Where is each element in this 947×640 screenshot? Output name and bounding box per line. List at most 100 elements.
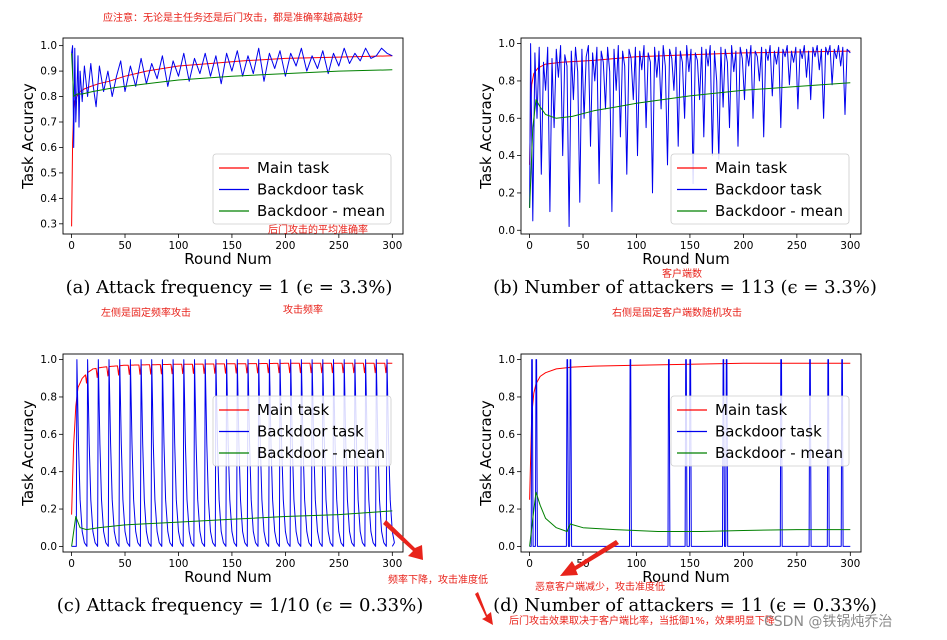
x-tick-label: 200 xyxy=(275,558,295,570)
series-group-a xyxy=(71,45,393,227)
watermark: CSDN @铁锅炖乔治 xyxy=(764,614,892,630)
y-tick-label: 0.4 xyxy=(40,466,57,478)
x-tick-label: 300 xyxy=(382,558,402,570)
x-tick-label: 200 xyxy=(733,240,753,252)
note-left-fixed-frequency: 左侧是固定频率攻击 xyxy=(101,306,191,319)
y-tick-label: 1.0 xyxy=(40,354,57,366)
legend-label: Backdoor - mean xyxy=(715,444,843,462)
series-backdoor-mean-line xyxy=(71,53,393,97)
x-tick-label: 150 xyxy=(680,558,700,570)
y-tick-label: 0.3 xyxy=(40,218,57,230)
legend-label: Main task xyxy=(257,159,329,177)
y-axis-label: Task Accuracy xyxy=(477,400,495,507)
note-bottom: 后门攻击效果取决于客户端比率，当抵御1%，效果明显下降 xyxy=(509,614,775,627)
panel-b: 0 50 100 150 200 250 300 0.0 0.2 0.4 0.6 0.8 1.0 Roun… xyxy=(477,37,862,268)
y-tick-label: 0.8 xyxy=(498,391,515,403)
x-tick-label: 100 xyxy=(168,558,188,570)
legend-b: Main task Backdoor task Backdoor - mean xyxy=(670,153,850,225)
legend-d: Main task Backdoor task Backdoor - mean xyxy=(670,395,850,467)
y-tick-label: 1.0 xyxy=(40,40,57,52)
y-tick-label: 0.0 xyxy=(498,541,515,553)
y-axis-label: Task Accuracy xyxy=(477,83,495,190)
x-tick-label: 0 xyxy=(68,240,75,252)
series-backdoor-mean-line xyxy=(71,510,393,547)
panel-c: 0 50 100 150 200 250 300 0.0 0.2 0.4 0.6 0.8 1.0 Roun… xyxy=(19,353,404,586)
x-tick-label: 50 xyxy=(118,240,131,252)
y-tick-label: 0.8 xyxy=(498,75,515,87)
x-axis-label: Round Num xyxy=(642,568,730,586)
note-frequency-drop: 频率下降，攻击准度低 xyxy=(388,573,488,586)
x-tick-label: 250 xyxy=(329,558,349,570)
note-top: 应注意：无论是主任务还是后门攻击，都是准确率越高越好 xyxy=(103,11,363,24)
legend-label: Backdoor - mean xyxy=(257,444,385,462)
note-right-fixed-clients: 右侧是固定客户端数随机攻击 xyxy=(612,306,742,319)
x-tick-label: 100 xyxy=(168,240,188,252)
caption-a: (a) Attack frequency = 1 (ϵ = 3.3%) xyxy=(66,277,393,298)
caption-c: (c) Attack frequency = 1/10 (ϵ = 0.33%) xyxy=(57,595,423,616)
legend-label: Backdoor task xyxy=(257,181,364,199)
x-tick-label: 150 xyxy=(222,240,242,252)
legend-a: Main task Backdoor task Backdoor - mean xyxy=(212,153,392,225)
x-axis-label: Round Num xyxy=(184,250,272,268)
note-backdoor-mean: 后门攻击的平均准确率 xyxy=(268,223,368,236)
y-tick-label: 0.8 xyxy=(40,391,57,403)
legend-label: Backdoor task xyxy=(257,423,364,441)
y-tick-label: 0.0 xyxy=(498,225,515,237)
x-axis-label: Round Num xyxy=(184,568,272,586)
x-tick-label: 200 xyxy=(275,240,295,252)
x-tick-label: 50 xyxy=(118,558,131,570)
y-tick-label: 0.7 xyxy=(40,117,57,129)
series-backdoor-task-line xyxy=(529,43,851,227)
x-tick-label: 0 xyxy=(526,558,533,570)
series-main-task-line xyxy=(71,362,393,515)
y-tick-label: 0.4 xyxy=(498,150,515,162)
y-tick-label: 0.6 xyxy=(40,142,57,154)
x-tick-label: 300 xyxy=(840,240,860,252)
legend-box xyxy=(670,153,850,225)
series-group-c xyxy=(71,359,395,547)
series-group-b xyxy=(529,43,851,227)
legend-label: Backdoor - mean xyxy=(715,202,843,220)
x-tick-label: 100 xyxy=(626,240,646,252)
y-tick-label: 1.0 xyxy=(498,38,515,50)
y-tick-label: 0.5 xyxy=(40,167,57,179)
panel-a: 0 50 100 150 200 250 300 0.3 0.4 0.5 0.6 0.7 0.8 0.9 1… xyxy=(19,37,404,268)
legend-label: Main task xyxy=(715,401,787,419)
x-tick-label: 200 xyxy=(733,558,753,570)
x-tick-label: 150 xyxy=(222,558,242,570)
y-axis-label: Task Accuracy xyxy=(19,83,37,190)
x-tick-label: 0 xyxy=(68,558,75,570)
legend-label: Main task xyxy=(715,159,787,177)
y-tick-label: 0.6 xyxy=(498,429,515,441)
legend-label: Backdoor - mean xyxy=(257,202,385,220)
series-backdoor-task-line xyxy=(71,45,393,148)
y-tick-label: 0.2 xyxy=(498,187,515,199)
y-tick-label: 0.2 xyxy=(40,504,57,516)
series-main-task-line xyxy=(529,50,851,165)
note-clients-drop: 恶意客户端减少，攻击准度低 xyxy=(535,580,665,593)
y-axis-label: Task Accuracy xyxy=(19,400,37,507)
x-tick-label: 250 xyxy=(329,240,349,252)
x-tick-label: 100 xyxy=(626,558,646,570)
x-tick-label: 0 xyxy=(526,240,533,252)
x-tick-label: 250 xyxy=(787,558,807,570)
legend-c: Main task Backdoor task Backdoor - mean xyxy=(212,395,392,467)
note-client-count: 客户端数 xyxy=(662,267,702,280)
series-backdoor-task-line xyxy=(71,359,395,547)
series-backdoor-mean-line xyxy=(529,491,851,547)
y-tick-label: 0.9 xyxy=(40,66,57,78)
arrow-freq-drop xyxy=(383,520,423,560)
y-tick-label: 0.8 xyxy=(40,91,57,103)
arrow-bottom-note xyxy=(475,592,493,625)
series-main-task-line xyxy=(529,362,851,500)
y-tick-label: 0.6 xyxy=(40,429,57,441)
x-tick-label: 300 xyxy=(840,558,860,570)
x-tick-label: 250 xyxy=(787,240,807,252)
y-tick-label: 0.4 xyxy=(498,466,515,478)
legend-label: Backdoor task xyxy=(715,181,822,199)
legend-box xyxy=(212,395,392,467)
y-tick-label: 0.0 xyxy=(40,541,57,553)
caption-b: (b) Number of attackers = 113 (ϵ = 3.3%) xyxy=(493,277,877,298)
y-tick-label: 0.4 xyxy=(40,193,57,205)
